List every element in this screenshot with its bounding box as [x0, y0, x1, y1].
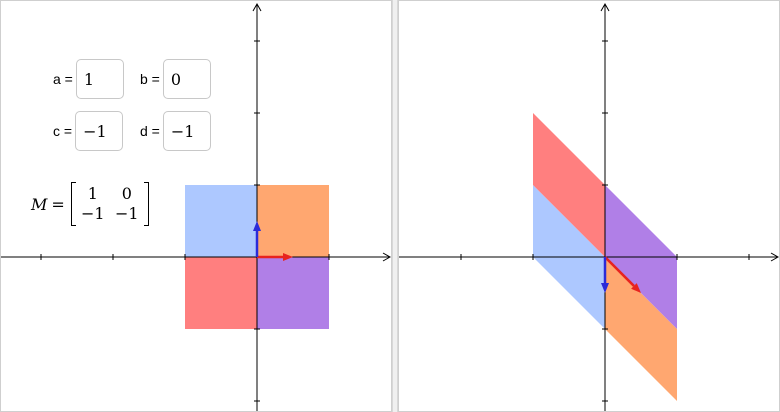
param-c-label: c = — [53, 123, 73, 139]
transformed-x-axis-arrow — [770, 252, 779, 262]
original-region-top-left — [185, 185, 257, 257]
param-c-row: c = — [53, 111, 124, 151]
matrix-entry-21: −1 — [81, 204, 105, 223]
matrix-entry-11: 1 — [87, 184, 98, 203]
param-d-input[interactable] — [162, 111, 211, 151]
original-vector-i-head — [283, 253, 293, 261]
original-region-bottom-left — [185, 257, 257, 329]
param-a-input[interactable] — [75, 59, 124, 99]
original-x-axis-arrow — [382, 252, 391, 262]
original-plane-panel[interactable]: a = b = c = d = M = 1 0 −1 −1 — [0, 0, 392, 412]
transformed-vector-i — [604, 256, 635, 287]
original-y-axis-arrow — [252, 2, 262, 12]
transformed-region-top-right — [605, 257, 677, 401]
param-d-row: d = — [140, 111, 211, 151]
panel-divider[interactable] — [392, 0, 398, 412]
matrix-entry-12: 0 — [121, 184, 132, 203]
original-region-top-right — [257, 185, 329, 257]
matrix-entry-22: −1 — [115, 204, 139, 223]
matrix-entries: 1 0 −1 −1 — [76, 184, 144, 224]
param-b-label: b = — [140, 71, 160, 87]
original-vector-j-head — [253, 221, 261, 231]
param-c-input[interactable] — [75, 111, 124, 151]
param-a-label: a = — [53, 71, 73, 87]
param-b-row: b = — [140, 59, 211, 99]
transformed-region-bottom-left — [533, 113, 605, 257]
transformed-plane-panel[interactable] — [398, 0, 780, 412]
matrix-equals: = — [51, 194, 65, 214]
original-region-bottom-right — [257, 257, 329, 329]
param-b-input[interactable] — [162, 59, 211, 99]
transformed-vector-i-head — [631, 283, 641, 293]
param-d-label: d = — [140, 123, 160, 139]
transformed-vector-j-head — [601, 283, 609, 293]
matrix-right-bracket — [143, 182, 149, 226]
matrix-label: M — [31, 194, 48, 214]
transformed-plane-graph[interactable] — [399, 1, 780, 412]
param-a-row: a = — [53, 59, 124, 99]
original-plane-graph[interactable] — [1, 1, 392, 412]
matrix-left-bracket — [70, 182, 76, 226]
matrix-display: M = 1 0 −1 −1 — [31, 181, 149, 227]
transformed-y-axis-arrow — [600, 2, 610, 12]
